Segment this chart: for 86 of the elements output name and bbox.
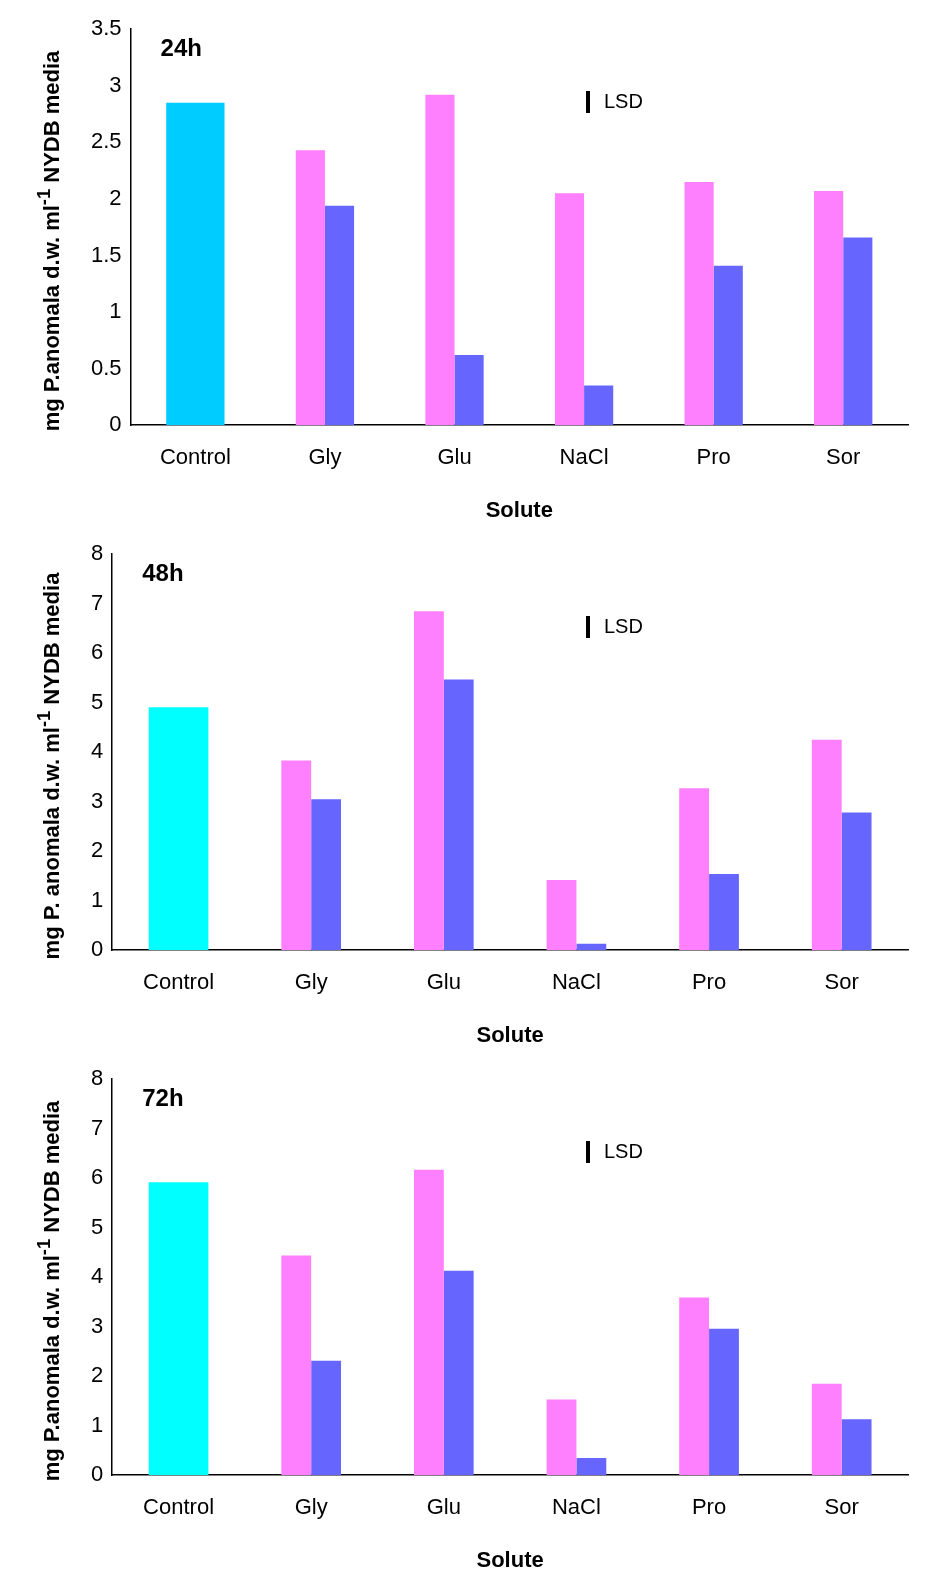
bar: [811, 1383, 842, 1476]
bar: [324, 205, 355, 426]
y-tick-label: 5: [90, 688, 104, 714]
y-tick-label: 8: [90, 540, 104, 566]
y-tick-label: 5: [90, 1213, 104, 1239]
x-tick-label: Control: [143, 1494, 215, 1520]
bar: [814, 190, 844, 426]
bar: [454, 355, 484, 426]
bar: [576, 943, 607, 951]
bar: [843, 237, 873, 426]
bar: [148, 1182, 209, 1476]
y-tick-label: 4: [90, 1263, 104, 1289]
x-tick-label: Pro: [691, 1494, 727, 1520]
bar: [584, 385, 614, 426]
x-tick-label: Sor: [826, 444, 861, 470]
y-tick-label: 0: [90, 936, 104, 962]
bar: [576, 1457, 607, 1476]
y-tick-label: 7: [90, 589, 104, 615]
x-tick-label: Glu: [426, 1494, 461, 1520]
y-tick-label: 3: [109, 71, 122, 97]
y-tick-label: 2: [90, 1362, 104, 1388]
y-tick-label: 3: [90, 787, 104, 813]
bar: [443, 1270, 474, 1476]
y-tick-label: 8: [90, 1065, 104, 1091]
y-tick-label: 1: [109, 298, 122, 324]
y-tick-label: 2: [109, 184, 122, 210]
bar: [546, 1399, 577, 1476]
bar: [713, 265, 743, 426]
bar: [443, 679, 474, 951]
x-tick-label: Sor: [824, 969, 859, 995]
chart-title: 72h: [142, 1083, 184, 1111]
x-axis-title: Solute: [485, 496, 553, 522]
x-tick-label: Pro: [696, 444, 731, 470]
y-tick-label: 3: [90, 1312, 104, 1338]
bar: [841, 1419, 872, 1476]
bar: [413, 611, 444, 951]
y-tick-label: 0: [109, 411, 122, 437]
y-tick-label: 2.5: [90, 128, 122, 154]
bar: [148, 707, 209, 951]
bar: [811, 739, 842, 951]
bar: [281, 760, 312, 951]
x-tick-label: Glu: [437, 444, 472, 470]
x-tick-label: NaCl: [551, 969, 601, 995]
y-tick-label: 6: [90, 1164, 104, 1190]
chart-title: 24h: [160, 33, 202, 61]
annotation: LSD: [604, 1140, 643, 1164]
y-tick-label: 6: [90, 639, 104, 665]
bar: [295, 150, 325, 426]
x-tick-label: Sor: [824, 1494, 859, 1520]
y-tick-label: 7: [90, 1114, 104, 1140]
bar: [166, 102, 225, 426]
y-tick-label: 1: [90, 1411, 104, 1437]
bar: [679, 1297, 710, 1476]
bar: [841, 812, 872, 951]
bar: [709, 1328, 739, 1476]
y-tick-label: 0.5: [90, 354, 122, 380]
y-tick-label: 3.5: [90, 15, 122, 41]
bar: [413, 1169, 444, 1476]
x-tick-label: Gly: [294, 969, 328, 995]
annotation: LSD: [604, 90, 643, 114]
x-axis-title: Solute: [476, 1546, 544, 1572]
y-tick-label: 4: [90, 738, 104, 764]
bar: [709, 873, 739, 951]
y-tick-label: 1: [90, 886, 104, 912]
x-tick-label: Glu: [426, 969, 461, 995]
x-tick-label: Control: [159, 444, 231, 470]
x-tick-label: NaCl: [551, 1494, 601, 1520]
x-tick-label: Pro: [691, 969, 727, 995]
bar: [554, 193, 585, 426]
annotation: LSD: [604, 615, 643, 639]
bar: [311, 1360, 342, 1476]
x-axis-title: Solute: [476, 1021, 544, 1047]
chart-title: 48h: [142, 558, 184, 586]
bar: [679, 788, 710, 951]
x-tick-label: Control: [143, 969, 215, 995]
bar: [425, 94, 455, 426]
x-tick-label: NaCl: [559, 444, 609, 470]
bar: [684, 181, 714, 426]
x-tick-label: Gly: [294, 1494, 328, 1520]
bar: [281, 1255, 312, 1476]
y-tick-label: 2: [90, 837, 104, 863]
y-tick-label: 1.5: [90, 241, 122, 267]
bar: [546, 879, 577, 951]
x-tick-label: Gly: [308, 444, 342, 470]
bar: [311, 799, 342, 951]
y-tick-label: 0: [90, 1461, 104, 1487]
